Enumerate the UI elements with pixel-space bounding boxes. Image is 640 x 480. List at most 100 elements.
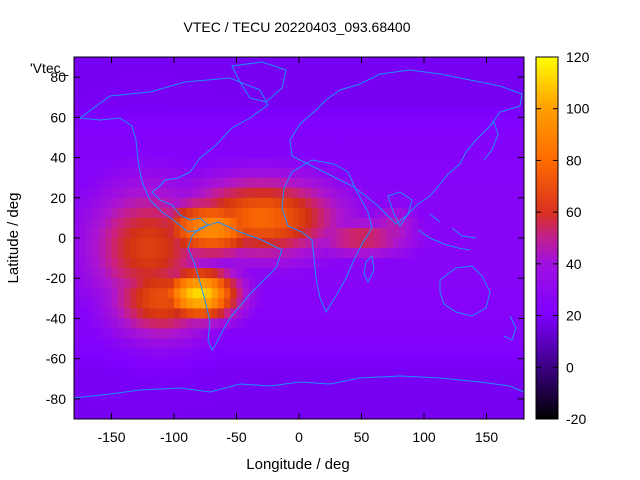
heatmap-cell (224, 207, 231, 219)
heatmap-cell (205, 388, 213, 400)
heatmap-cell (499, 117, 506, 128)
heatmap-cell (124, 197, 131, 209)
heatmap-cell (361, 278, 369, 289)
heatmap-cell (192, 268, 200, 279)
heatmap-cell (280, 57, 288, 68)
heatmap-cell (261, 217, 269, 229)
heatmap-cell (299, 278, 306, 289)
heatmap-cell (411, 248, 419, 259)
heatmap-cell (261, 258, 269, 269)
heatmap-cell (205, 77, 213, 88)
heatmap-cell (455, 127, 463, 139)
heatmap-cell (230, 378, 238, 390)
heatmap-cell (117, 288, 125, 299)
heatmap-cell (149, 378, 156, 390)
heatmap-cell (311, 358, 319, 370)
heatmap-cell (161, 408, 169, 419)
heatmap-cell (155, 268, 163, 279)
heatmap-cell (236, 107, 244, 118)
heatmap-cell (142, 358, 150, 370)
heatmap-cell (255, 368, 263, 380)
heatmap-cell (224, 368, 231, 380)
heatmap-cell (161, 227, 169, 239)
heatmap-cell (155, 67, 163, 78)
heatmap-cell (474, 358, 481, 370)
heatmap-cell (424, 177, 431, 189)
heatmap-cell (249, 408, 256, 419)
heatmap-cell (480, 278, 488, 289)
heatmap-cell (149, 268, 156, 279)
heatmap-cell (292, 388, 300, 400)
heatmap-cell (461, 248, 469, 259)
heatmap-cell (224, 177, 231, 189)
heatmap-cell (199, 197, 206, 209)
heatmap-cell (224, 167, 231, 179)
heatmap-cell (261, 338, 269, 350)
heatmap-cell (324, 67, 331, 78)
heatmap-cell (242, 207, 250, 219)
heatmap-cell (242, 328, 250, 340)
heatmap-cell (211, 388, 219, 400)
heatmap-cell (86, 137, 94, 149)
heatmap-cell (399, 137, 406, 149)
heatmap-cell (474, 87, 481, 98)
heatmap-cell (242, 227, 250, 239)
heatmap-cell (355, 117, 363, 128)
heatmap-cell (361, 328, 369, 340)
heatmap-cell (136, 378, 144, 390)
heatmap-cell (105, 227, 113, 239)
heatmap-cell (111, 167, 119, 179)
heatmap-cell (317, 177, 325, 189)
heatmap-cell (392, 227, 400, 239)
heatmap-cell (405, 67, 413, 78)
heatmap-cell (99, 338, 106, 350)
heatmap-cell (317, 358, 325, 370)
heatmap-cell (161, 187, 169, 199)
heatmap-cell (349, 328, 356, 340)
heatmap-cell (99, 117, 106, 128)
heatmap-cell (224, 308, 231, 320)
heatmap-cell (474, 288, 481, 299)
heatmap-cell (511, 258, 519, 269)
heatmap-cell (280, 117, 288, 128)
heatmap-cell (236, 248, 244, 259)
heatmap-cell (361, 177, 369, 189)
heatmap-cell (392, 117, 400, 128)
heatmap-cell (199, 57, 206, 68)
heatmap-cell (92, 328, 100, 340)
heatmap-cell (180, 388, 188, 400)
heatmap-cell (292, 117, 300, 128)
heatmap-cell (399, 278, 406, 289)
heatmap-cell (474, 238, 481, 249)
heatmap-cell (486, 87, 494, 98)
heatmap-cell (467, 227, 475, 239)
heatmap-cell (180, 167, 188, 179)
heatmap-cell (211, 328, 219, 340)
heatmap-cell (474, 368, 481, 380)
heatmap-cell (517, 408, 524, 419)
heatmap-cell (486, 167, 494, 179)
heatmap-cell (361, 398, 369, 410)
heatmap-cell (92, 368, 100, 380)
heatmap-cell (205, 238, 213, 249)
heatmap-cell (242, 258, 250, 269)
heatmap-cell (486, 368, 494, 380)
heatmap-cell (286, 338, 294, 350)
heatmap-cell (430, 187, 438, 199)
heatmap-cell (117, 398, 125, 410)
heatmap-cell (86, 318, 94, 330)
heatmap-cell (517, 268, 524, 279)
heatmap-cell (280, 248, 288, 259)
heatmap-cell (399, 258, 406, 269)
heatmap-cell (311, 137, 319, 149)
heatmap-cell (505, 227, 513, 239)
heatmap-cell (224, 248, 231, 259)
heatmap-cell (149, 368, 156, 380)
heatmap-cell (449, 197, 456, 209)
heatmap-cell (467, 147, 475, 159)
heatmap-cell (267, 167, 275, 179)
heatmap-cell (186, 67, 194, 78)
heatmap-cell (74, 147, 81, 159)
heatmap-cell (517, 157, 524, 169)
heatmap-cell (467, 117, 475, 128)
